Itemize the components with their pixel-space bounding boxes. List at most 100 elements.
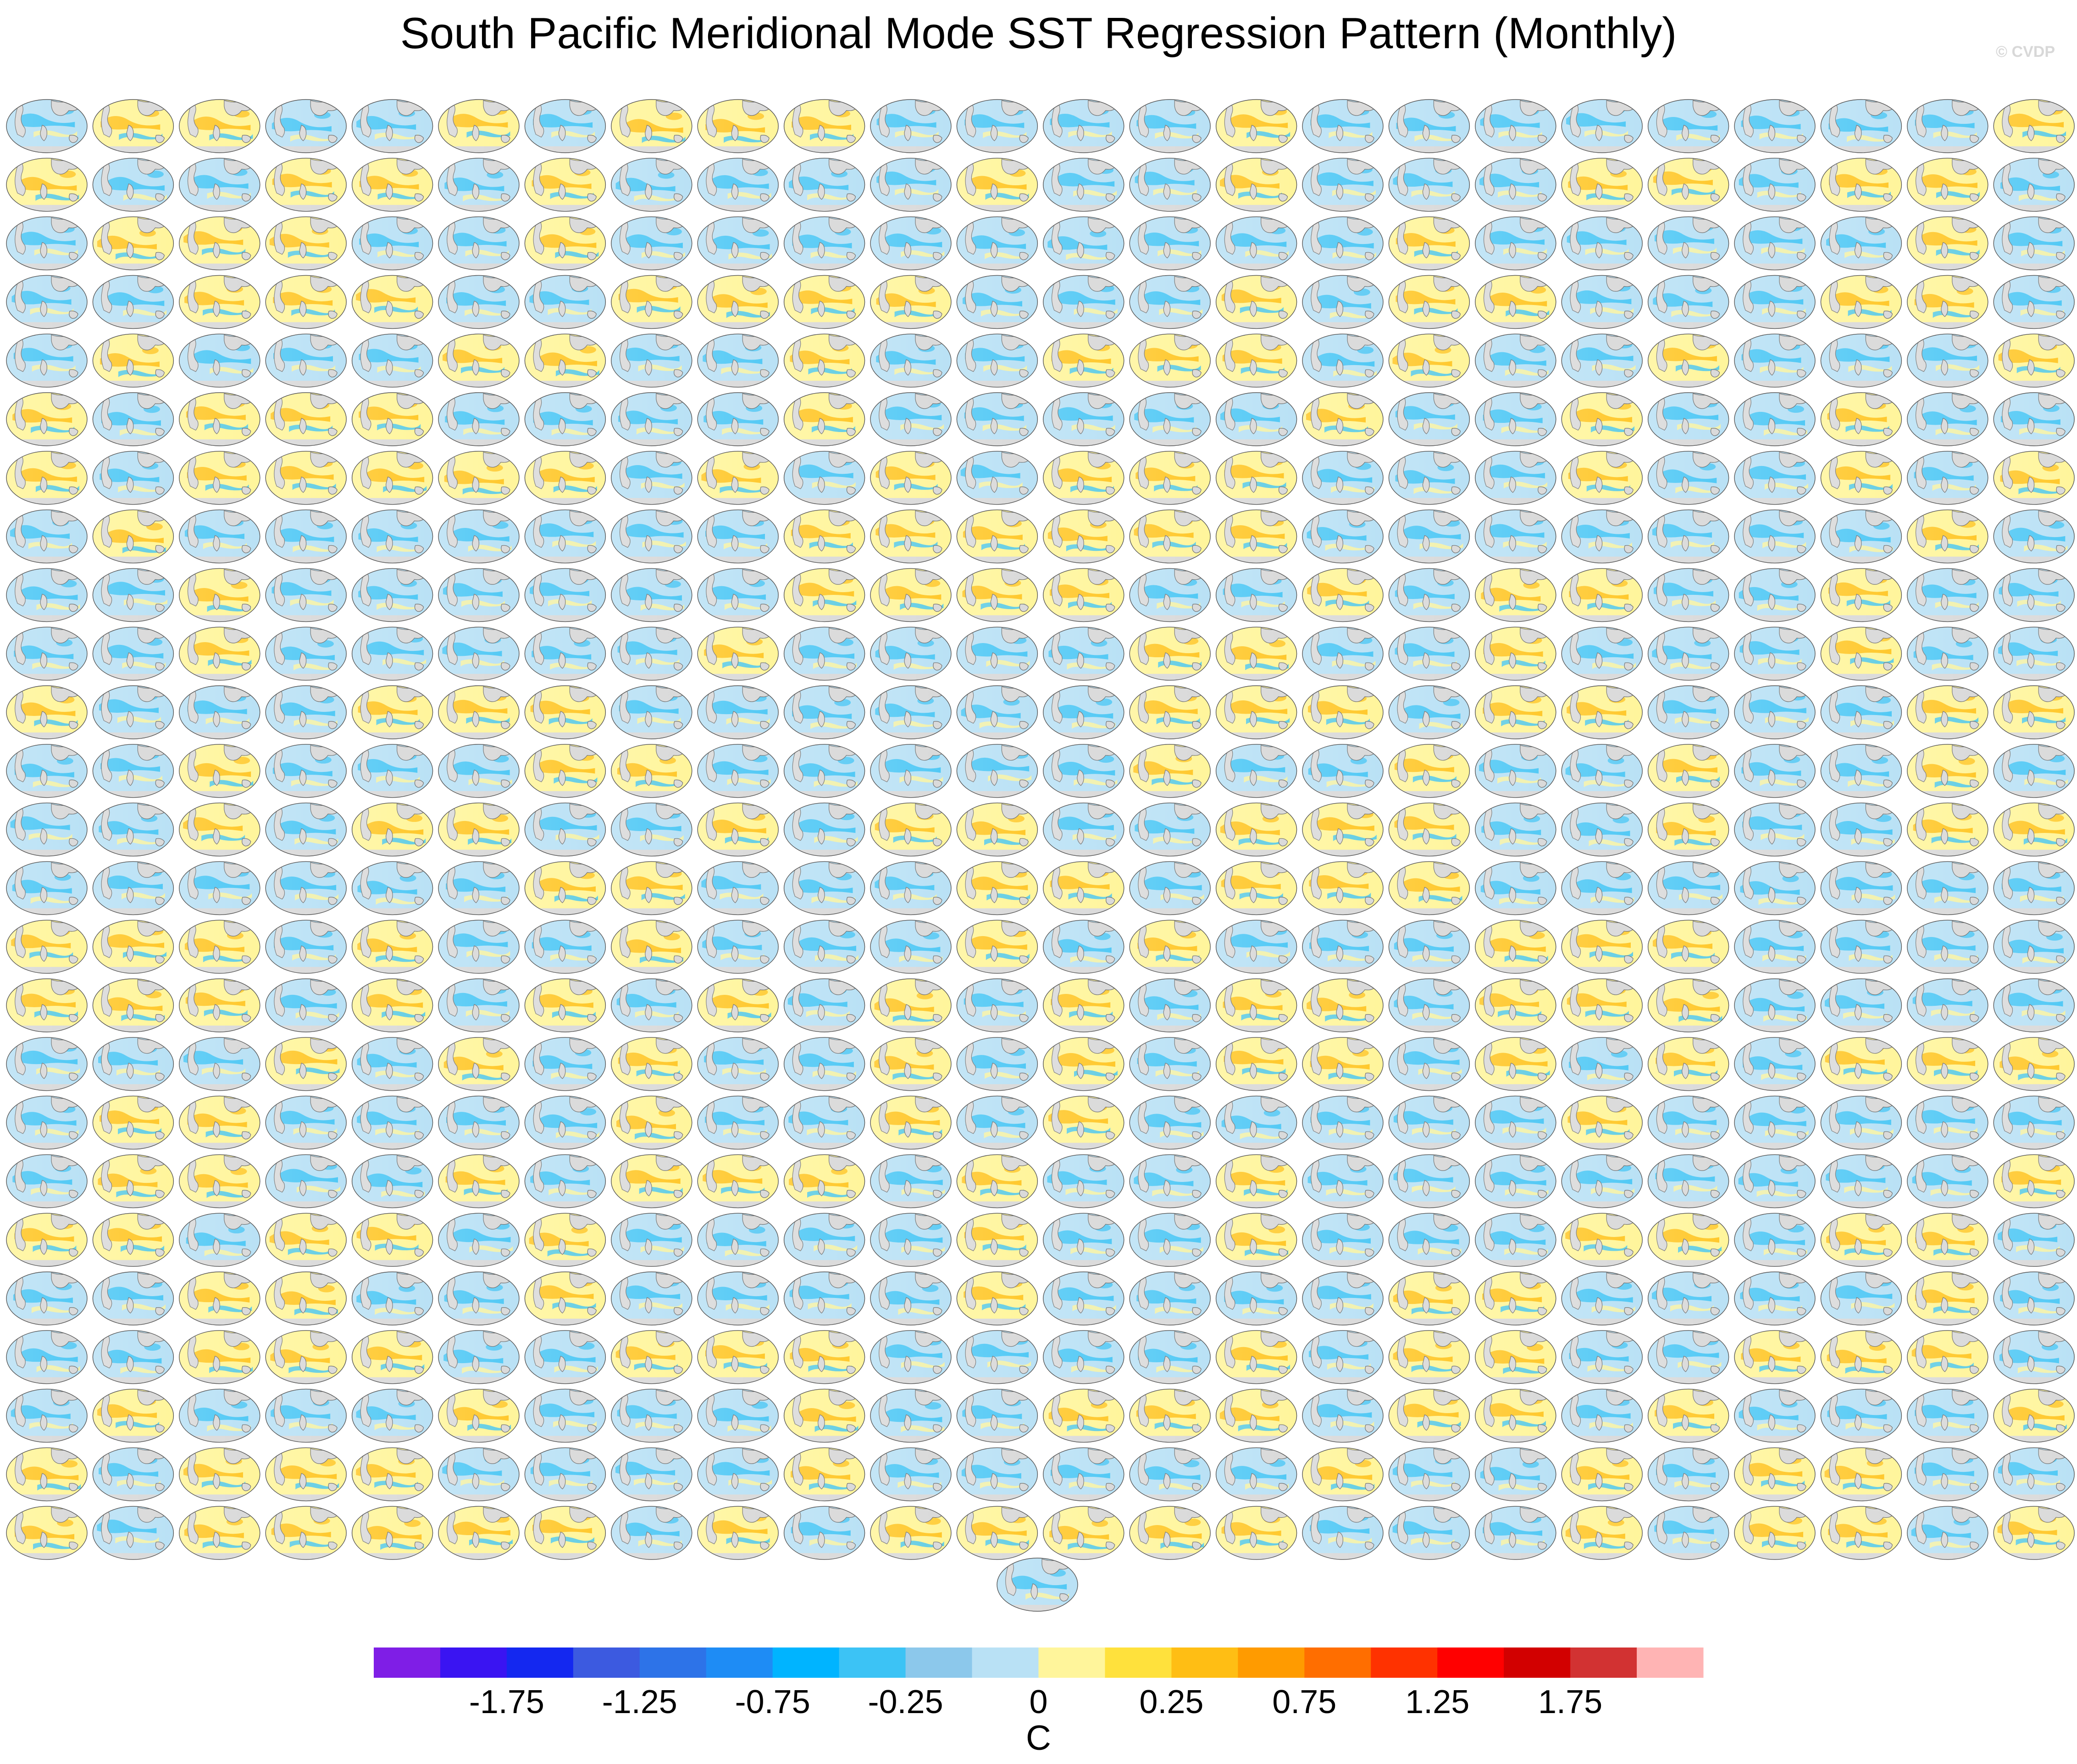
map-panel <box>1993 978 2075 1032</box>
map-panel <box>179 509 260 564</box>
map-panel <box>1561 158 1643 212</box>
map-panel <box>1820 861 1902 915</box>
map-panel <box>1043 216 1124 271</box>
map-panel <box>1388 978 1470 1032</box>
map-panel <box>1475 920 1556 974</box>
map-panel <box>611 333 692 388</box>
map-panel <box>1475 99 1556 153</box>
map-panel <box>265 978 347 1032</box>
map-panel <box>1820 216 1902 271</box>
map-panel <box>1647 99 1729 153</box>
map-panel <box>1215 1037 1297 1091</box>
map-panel <box>265 920 347 974</box>
watermark-text: © CVDP <box>1996 43 2055 61</box>
map-panel <box>956 392 1038 446</box>
map-panel <box>783 744 865 798</box>
map-panel <box>611 685 692 739</box>
map-panel <box>265 627 347 681</box>
map-panel <box>611 568 692 622</box>
map-panel <box>1475 627 1556 681</box>
map-panel <box>1820 333 1902 388</box>
map-panel <box>1302 333 1384 388</box>
map-panel <box>351 861 433 915</box>
map-panel <box>1129 685 1211 739</box>
map-panel <box>1820 802 1902 857</box>
map-panel <box>92 333 174 388</box>
map-panel <box>438 1154 520 1209</box>
map-panel <box>1043 861 1124 915</box>
map-panel <box>1302 861 1384 915</box>
map-panel <box>697 509 779 564</box>
map-panel <box>1043 1447 1124 1502</box>
map-panel <box>611 920 692 974</box>
map-panel <box>179 451 260 505</box>
map-panel <box>351 392 433 446</box>
map-panel <box>179 802 260 857</box>
map-panel <box>92 627 174 681</box>
map-panel <box>524 568 606 622</box>
map-panel <box>611 627 692 681</box>
map-panel <box>1820 392 1902 446</box>
map-panel <box>1215 99 1297 153</box>
map-panel <box>1734 1095 1816 1150</box>
map-panel <box>870 392 952 446</box>
map-panel <box>179 1271 260 1326</box>
map-panel <box>1475 451 1556 505</box>
map-panel <box>611 1506 692 1560</box>
map-panel <box>92 1095 174 1150</box>
map-panel <box>1561 1447 1643 1502</box>
map-panel <box>438 275 520 329</box>
map-panel <box>1302 627 1384 681</box>
map-panel <box>1043 275 1124 329</box>
map-panel <box>870 627 952 681</box>
map-panel <box>1993 392 2075 446</box>
map-panel <box>1215 451 1297 505</box>
map-panel <box>1734 275 1816 329</box>
map-panel <box>179 1330 260 1384</box>
map-panel <box>1993 158 2075 212</box>
map-panel <box>611 1213 692 1267</box>
colorbar-tick-label: -1.25 <box>602 1684 677 1720</box>
map-panel <box>1907 1037 1988 1091</box>
map-panel <box>956 275 1038 329</box>
map-panel <box>1388 568 1470 622</box>
map-panel <box>1993 1388 2075 1443</box>
map-panel <box>1388 627 1470 681</box>
map-panel <box>697 1213 779 1267</box>
map-panel <box>1561 1330 1643 1384</box>
map-panel <box>351 1388 433 1443</box>
map-panel <box>265 1330 347 1384</box>
map-panel <box>1129 1388 1211 1443</box>
map-panel <box>611 1447 692 1502</box>
map-panel <box>956 216 1038 271</box>
map-panel <box>1215 1095 1297 1150</box>
map-panel <box>1993 1330 2075 1384</box>
map-panel <box>611 1330 692 1384</box>
map-panel <box>1993 1506 2075 1560</box>
map-panel <box>6 802 88 857</box>
map-panel <box>1475 802 1556 857</box>
map-panel <box>697 568 779 622</box>
map-panel <box>870 920 952 974</box>
map-panel <box>611 802 692 857</box>
map-panel <box>783 568 865 622</box>
map-panel <box>783 1213 865 1267</box>
map-panel <box>1475 158 1556 212</box>
map-panel <box>1129 861 1211 915</box>
map-panel <box>1215 1330 1297 1384</box>
map-panel <box>1561 333 1643 388</box>
map-panel <box>1734 509 1816 564</box>
map-panel <box>1215 1388 1297 1443</box>
map-panel <box>870 509 952 564</box>
map-panel <box>1907 392 1988 446</box>
map-panel <box>1215 627 1297 681</box>
map-panel <box>179 568 260 622</box>
map-panel <box>1302 685 1384 739</box>
map-panel <box>1475 1330 1556 1384</box>
map-panel <box>611 1095 692 1150</box>
map-panel <box>1820 1154 1902 1209</box>
colorbar-swatch <box>905 1648 973 1678</box>
map-panel <box>92 568 174 622</box>
map-panel <box>956 861 1038 915</box>
map-panel <box>1043 158 1124 212</box>
